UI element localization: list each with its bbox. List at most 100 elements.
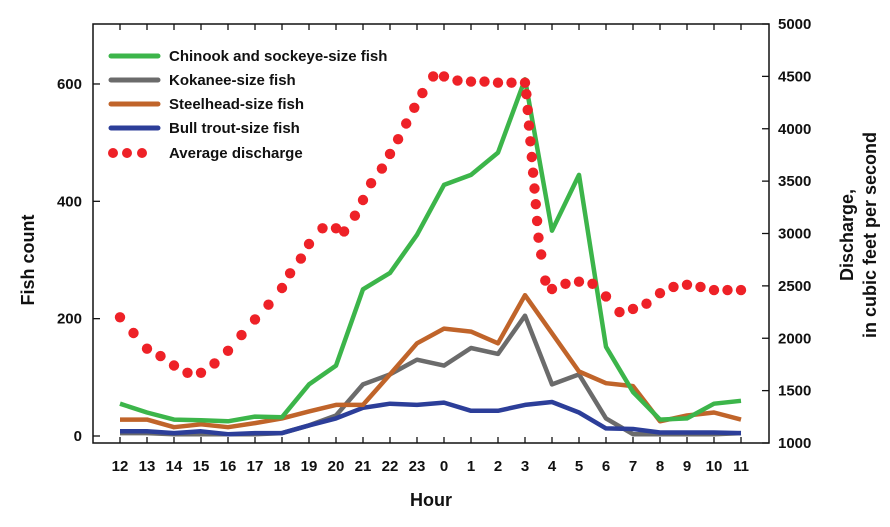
discharge-point xyxy=(695,281,706,293)
y2-tick-label: 4000 xyxy=(778,121,811,138)
x-tick-label: 5 xyxy=(575,458,583,475)
discharge-point xyxy=(168,360,180,371)
x-tick-label: 15 xyxy=(193,458,210,475)
y2-tick-label: 1000 xyxy=(778,435,811,452)
discharge-point xyxy=(600,291,612,302)
series-layer xyxy=(119,77,742,437)
discharge-point xyxy=(546,283,558,295)
discharge-point xyxy=(527,167,539,178)
y-axis-left: 0 200 400 600 xyxy=(57,76,100,445)
discharge-point xyxy=(523,120,535,131)
discharge-point xyxy=(438,71,450,82)
y2-tick-label: 3500 xyxy=(778,173,811,190)
x-tick-label: 12 xyxy=(112,458,129,475)
discharge-point xyxy=(249,314,261,325)
x-tick-label: 21 xyxy=(355,458,372,475)
discharge-point xyxy=(452,75,463,86)
discharge-point xyxy=(529,183,540,194)
discharge-point xyxy=(392,134,404,145)
discharge-point xyxy=(708,284,720,296)
discharge-point xyxy=(409,102,420,114)
x-axis-title: Hour xyxy=(410,490,452,510)
legend-label-kokanee: Kokanee-size fish xyxy=(169,72,296,89)
x-tick-label: 4 xyxy=(548,458,557,475)
discharge-point xyxy=(222,345,234,356)
discharge-point xyxy=(465,76,477,87)
y-tick-label: 400 xyxy=(57,193,82,210)
legend-swatch-discharge-dot xyxy=(137,148,147,158)
x-tick-label: 13 xyxy=(139,458,156,475)
discharge-point xyxy=(681,279,693,290)
x-tick-label: 22 xyxy=(382,458,399,475)
x-tick-label: 6 xyxy=(602,458,610,475)
discharge-point xyxy=(627,303,639,315)
discharge-point xyxy=(492,77,504,88)
x-tick-label: 11 xyxy=(733,458,749,475)
y-axis-title: Fish count xyxy=(18,215,38,306)
legend: Chinook and sockeye-size fish Kokanee-si… xyxy=(108,48,387,162)
x-tick-label: 23 xyxy=(409,458,426,475)
discharge-point xyxy=(540,275,551,286)
legend-label-steelhead: Steelhead-size fish xyxy=(169,96,304,113)
discharge-point xyxy=(428,71,439,82)
x-tick-label: 9 xyxy=(683,458,691,475)
y2-tick-label: 2000 xyxy=(778,330,811,347)
discharge-point xyxy=(533,232,544,243)
bull-trout-line xyxy=(120,399,742,437)
discharge-point xyxy=(295,253,307,264)
y-axis-right: 1000 1500 2000 2500 3000 3500 4000 4500 5000 xyxy=(762,16,811,452)
x-tick-label: 19 xyxy=(301,458,318,475)
x-tick-label: 1 xyxy=(467,458,475,475)
y-tick-label: 200 xyxy=(57,311,82,328)
discharge-point xyxy=(668,281,679,293)
y-tick-label: 600 xyxy=(57,76,82,93)
discharge-point xyxy=(338,226,350,237)
discharge-point xyxy=(155,350,166,362)
discharge-point xyxy=(182,367,193,378)
x-tick-label: 8 xyxy=(656,458,664,475)
discharge-point xyxy=(349,210,361,221)
x-axis: 12 13 14 15 16 17 18 19 20 21 22 23 0 1 2 3 4 5 6 7 8 9 10 11 xyxy=(112,24,749,475)
y2-tick-label: 2500 xyxy=(778,278,811,295)
y2-tick-label: 4500 xyxy=(778,68,811,85)
x-tick-label: 3 xyxy=(521,458,529,475)
discharge-point xyxy=(376,163,388,174)
x-tick-label: 14 xyxy=(166,458,183,475)
discharge-point xyxy=(357,194,369,206)
steelhead-line xyxy=(120,292,742,430)
discharge-point xyxy=(303,238,315,250)
x-tick-label: 18 xyxy=(274,458,291,475)
discharge-point xyxy=(560,278,571,289)
discharge-point xyxy=(401,118,412,129)
legend-swatch-discharge-dot xyxy=(108,148,118,158)
discharge-point xyxy=(525,136,536,147)
discharge-point xyxy=(587,278,598,289)
chinook-line xyxy=(119,77,742,424)
discharge-point xyxy=(641,298,652,309)
discharge-point xyxy=(536,249,547,260)
discharge-point xyxy=(722,284,733,296)
discharge-point xyxy=(654,288,666,299)
discharge-point xyxy=(284,268,296,279)
discharge-point xyxy=(506,77,517,88)
x-tick-label: 16 xyxy=(220,458,237,475)
discharge-point xyxy=(114,312,126,323)
y2-tick-label: 1500 xyxy=(778,383,811,400)
discharge-point xyxy=(573,276,585,287)
discharge-point xyxy=(531,215,543,227)
x-tick-label: 17 xyxy=(247,458,264,475)
discharge-point xyxy=(330,223,342,234)
x-tick-label: 0 xyxy=(440,458,448,475)
legend-label-bull-trout: Bull trout-size fish xyxy=(169,120,300,137)
discharge-point xyxy=(479,76,490,87)
discharge-point xyxy=(526,151,537,163)
x-tick-label: 10 xyxy=(706,458,723,475)
discharge-point xyxy=(141,343,153,354)
y2-axis-title-line2: in cubic feet per second xyxy=(860,132,880,338)
discharge-point xyxy=(521,89,532,100)
x-tick-label: 2 xyxy=(494,458,502,475)
discharge-point xyxy=(209,358,220,369)
discharge-point xyxy=(195,367,207,378)
x-tick-label: 7 xyxy=(629,458,637,475)
